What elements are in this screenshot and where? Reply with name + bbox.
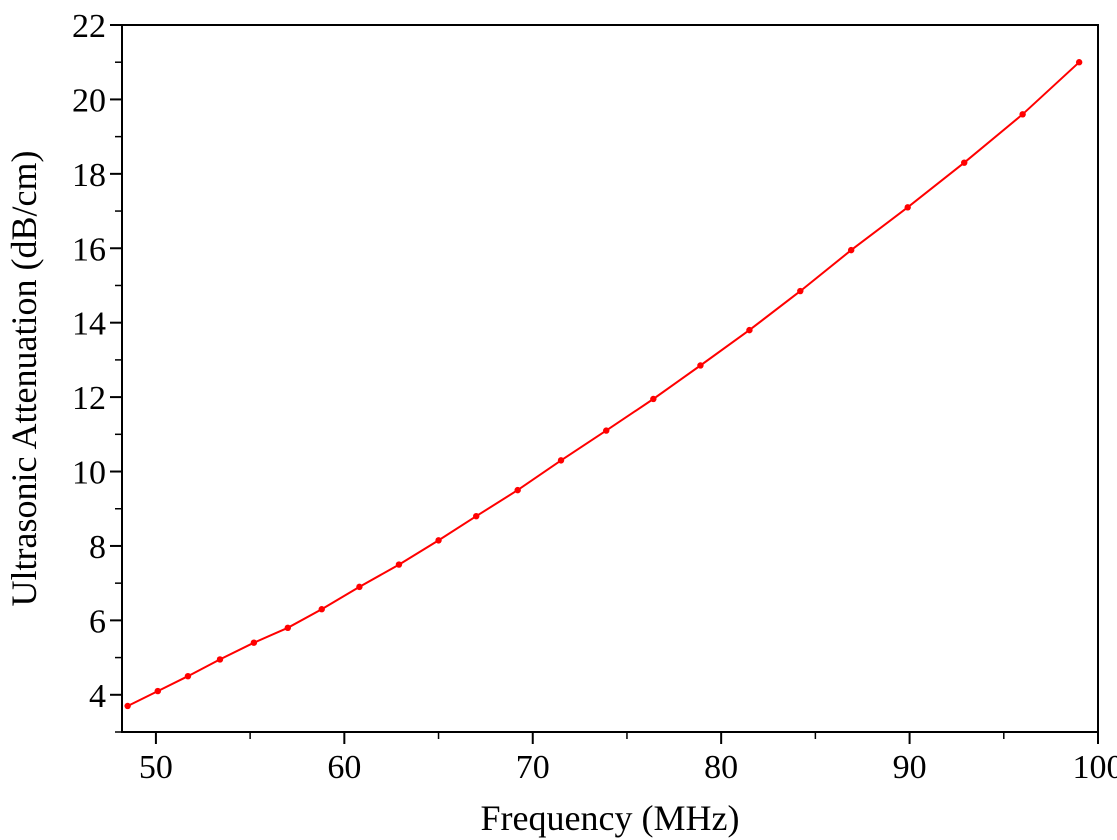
y-tick-label: 6 (89, 603, 106, 640)
x-tick-label: 80 (704, 749, 738, 786)
y-tick-label: 16 (72, 231, 106, 268)
y-tick-label: 22 (72, 8, 106, 45)
x-tick-label: 90 (893, 749, 927, 786)
tick-labels: 50 60 70 80 90 100 4 6 8 10 12 14 16 18 20 22 (72, 8, 1117, 786)
data-point (395, 561, 403, 568)
major-ticks (110, 24, 1099, 744)
y-tick-label: 4 (89, 678, 106, 715)
y-tick-label: 20 (72, 82, 106, 119)
data-point (557, 457, 565, 464)
x-tick-label: 50 (139, 749, 173, 786)
y-tick-label: 14 (72, 306, 106, 343)
data-point (284, 624, 292, 632)
data-point (797, 287, 804, 295)
data-point (318, 606, 325, 613)
plot-frame (121, 24, 1099, 733)
data-point (124, 702, 131, 710)
minor-ticks (115, 61, 1005, 739)
y-axis-label: Ultrasonic Attenuation (dB/cm) (4, 151, 44, 607)
data-point (697, 362, 704, 369)
series-layer (124, 59, 1083, 710)
data-point (904, 204, 911, 211)
y-tick-label: 12 (72, 380, 106, 417)
data-point (356, 583, 363, 591)
data-point (473, 512, 480, 520)
data-point (603, 427, 610, 434)
data-point (961, 159, 968, 166)
series-line (127, 61, 1080, 707)
data-point (216, 656, 224, 663)
y-tick-label: 8 (89, 529, 106, 566)
data-point (650, 395, 657, 403)
data-point (184, 672, 192, 680)
data-point (250, 639, 258, 646)
x-tick-label: 70 (516, 749, 550, 786)
data-point (1075, 59, 1083, 66)
data-point (746, 326, 753, 334)
data-point (847, 246, 855, 254)
y-tick-label: 10 (72, 455, 106, 492)
data-point (435, 537, 442, 544)
x-axis-label: Frequency (MHz) (481, 798, 740, 838)
y-tick-label: 18 (72, 157, 106, 194)
x-tick-label: 100 (1073, 749, 1117, 786)
data-point (514, 486, 521, 494)
data-point (1019, 111, 1026, 118)
x-tick-label: 60 (327, 749, 361, 786)
data-point (154, 687, 161, 695)
